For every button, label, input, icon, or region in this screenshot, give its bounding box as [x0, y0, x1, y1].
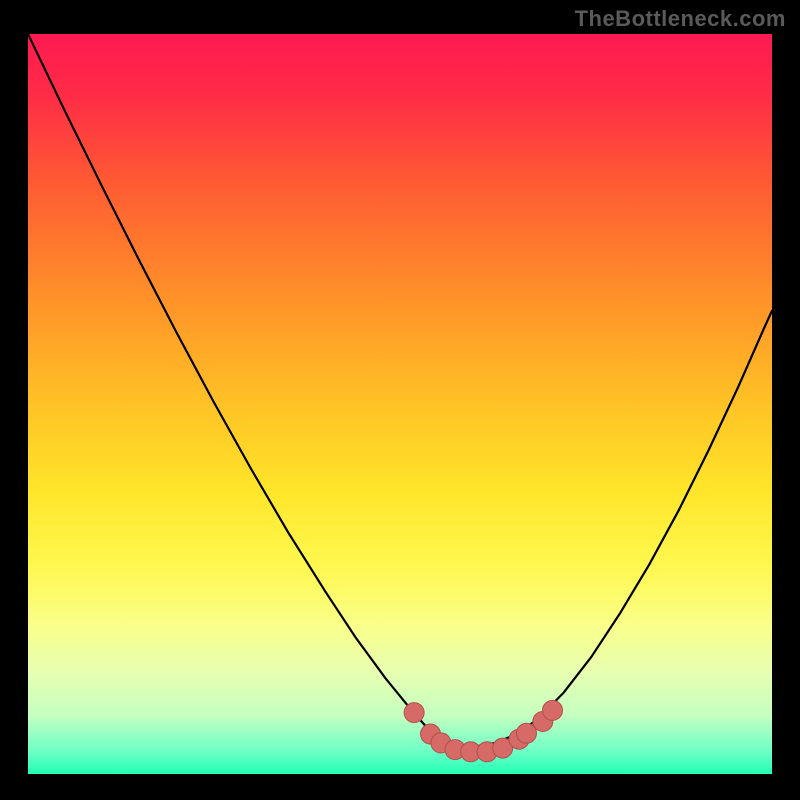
gradient-background: [28, 34, 772, 774]
marker-dot: [543, 700, 563, 720]
plot-area: [28, 34, 772, 774]
watermark-text: TheBottleneck.com: [575, 6, 786, 32]
chart-svg: [28, 34, 772, 774]
chart-frame: TheBottleneck.com: [0, 0, 800, 800]
marker-dot: [516, 723, 536, 743]
marker-dot: [404, 703, 424, 723]
